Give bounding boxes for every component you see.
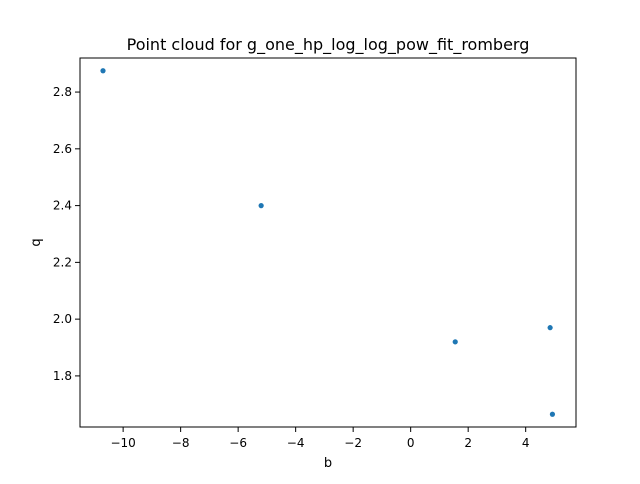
x-tick-label: 0 <box>407 436 415 450</box>
scatter-point <box>452 339 458 345</box>
plot-frame <box>79 57 577 428</box>
x-tick-label: −4 <box>287 436 305 450</box>
y-axis-label: q <box>29 238 44 246</box>
y-axis-ticks: 1.8 2.0 2.2 2.4 2.6 2.8 <box>53 85 80 383</box>
x-tick-label: −10 <box>110 436 135 450</box>
x-tick-label: 4 <box>522 436 530 450</box>
x-tick-label: −2 <box>344 436 362 450</box>
x-axis-label: b <box>324 456 332 471</box>
data-points <box>100 68 556 417</box>
scatter-point <box>258 203 264 209</box>
y-tick-label: 2.8 <box>53 85 72 99</box>
x-axis-ticks: −10 −8 −6 −4 −2 0 2 4 <box>110 427 530 450</box>
y-tick-label: 2.2 <box>53 255 72 269</box>
scatter-point <box>549 411 556 417</box>
chart-title: Point cloud for g_one_hp_log_log_pow_fit… <box>127 35 530 55</box>
scatter-point <box>100 68 106 74</box>
y-tick-label: 1.8 <box>53 369 72 383</box>
y-tick-label: 2.4 <box>53 199 72 213</box>
x-tick-label: 2 <box>464 436 472 450</box>
y-tick-label: 2.0 <box>53 312 72 326</box>
x-tick-label: −6 <box>229 436 247 450</box>
scatter-point <box>547 325 553 331</box>
y-tick-label: 2.6 <box>53 142 72 156</box>
x-tick-label: −8 <box>172 436 190 450</box>
